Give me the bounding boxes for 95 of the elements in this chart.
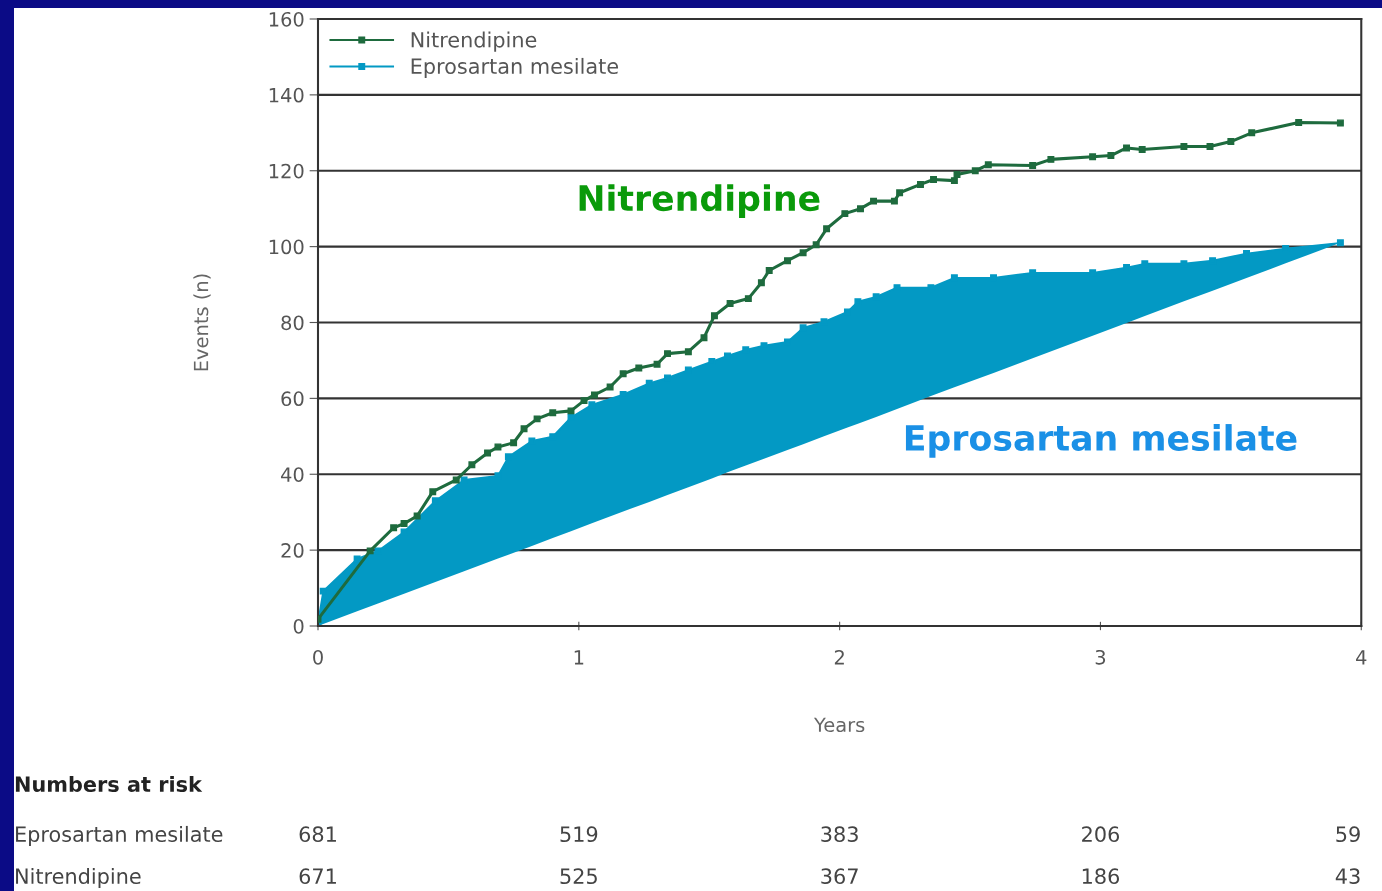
y-tick-label: 40 <box>281 467 304 482</box>
point <box>950 177 958 185</box>
point <box>684 348 692 356</box>
point <box>984 161 992 169</box>
point <box>664 350 671 358</box>
point <box>353 555 361 563</box>
point <box>431 497 439 505</box>
point <box>1336 239 1344 247</box>
point <box>870 197 878 205</box>
point <box>653 360 661 368</box>
point <box>930 176 938 183</box>
text: 367 <box>821 868 858 885</box>
point <box>841 210 849 218</box>
x-tick-label: 4 <box>1356 650 1367 665</box>
x-tick-label: 2 <box>834 649 844 665</box>
y-tick-label: 80 <box>281 315 304 331</box>
point <box>533 415 541 423</box>
x-tick-label: 0 <box>313 649 323 665</box>
point <box>1123 144 1131 152</box>
point <box>726 300 734 308</box>
point <box>520 425 528 433</box>
point <box>757 279 765 287</box>
point <box>429 488 437 496</box>
point <box>619 370 627 378</box>
y-tick-label: 20 <box>281 543 304 558</box>
point <box>319 587 327 595</box>
point <box>812 241 820 249</box>
x-tick-label: 3 <box>1095 649 1106 665</box>
x-axis-title: Years <box>813 717 865 733</box>
point <box>1180 142 1188 150</box>
point <box>590 391 598 399</box>
text: 519 <box>560 826 598 843</box>
point <box>390 524 398 532</box>
y-tick-label: 160 <box>269 11 304 27</box>
point <box>468 461 476 469</box>
legend-label: Nitrendipine <box>411 31 537 52</box>
point <box>799 249 807 257</box>
text: 43 <box>1335 868 1360 885</box>
point <box>1047 155 1055 163</box>
text: 525 <box>560 868 597 885</box>
point <box>580 397 588 405</box>
point <box>510 439 518 447</box>
text: Numbers at risk <box>15 775 203 793</box>
text: 671 <box>299 868 336 885</box>
point <box>857 205 864 213</box>
point <box>567 407 575 415</box>
point <box>366 547 374 555</box>
text: 681 <box>299 826 336 843</box>
point <box>1295 119 1303 127</box>
point <box>783 257 791 265</box>
point <box>494 443 502 451</box>
point <box>1206 142 1214 150</box>
point <box>917 180 924 188</box>
point <box>823 225 831 233</box>
text: 186 <box>1082 868 1120 885</box>
text: Nitrendipine <box>16 867 141 889</box>
point <box>799 324 807 332</box>
point <box>710 312 718 320</box>
point <box>890 197 898 205</box>
y-tick-label: 60 <box>281 391 304 407</box>
text: 206 <box>1082 826 1120 843</box>
legend-label: Eprosartan mesilate <box>411 57 619 79</box>
point <box>549 409 557 417</box>
point <box>484 449 492 457</box>
y-axis-title: Events (n) <box>193 274 211 371</box>
text: Eprosartan mesilate <box>905 424 1297 458</box>
point <box>400 520 408 528</box>
point <box>635 364 643 372</box>
point <box>765 267 773 274</box>
point <box>567 413 575 421</box>
text: Nitrendipine <box>579 184 820 218</box>
point <box>1138 146 1146 153</box>
y-tick-label: 140 <box>269 87 304 103</box>
y-tick-label: 100 <box>269 239 304 255</box>
point <box>1336 119 1344 127</box>
point <box>504 453 512 461</box>
point <box>1029 161 1037 169</box>
point <box>1089 153 1097 161</box>
y-tick-label: 120 <box>269 163 304 179</box>
point <box>896 189 904 197</box>
text: 383 <box>821 826 858 843</box>
point <box>971 167 979 175</box>
point <box>953 171 961 179</box>
text: Eprosartan mesilate <box>16 825 223 847</box>
point <box>1227 138 1235 146</box>
point <box>606 383 614 391</box>
point <box>744 295 752 303</box>
text: 59 <box>1336 826 1360 843</box>
point <box>1107 152 1115 160</box>
x-tick-label: 1 <box>574 650 584 665</box>
y-tick-label: 0 <box>293 618 304 634</box>
point <box>700 334 708 342</box>
point <box>413 512 421 520</box>
point <box>452 476 460 484</box>
point <box>1248 129 1256 137</box>
